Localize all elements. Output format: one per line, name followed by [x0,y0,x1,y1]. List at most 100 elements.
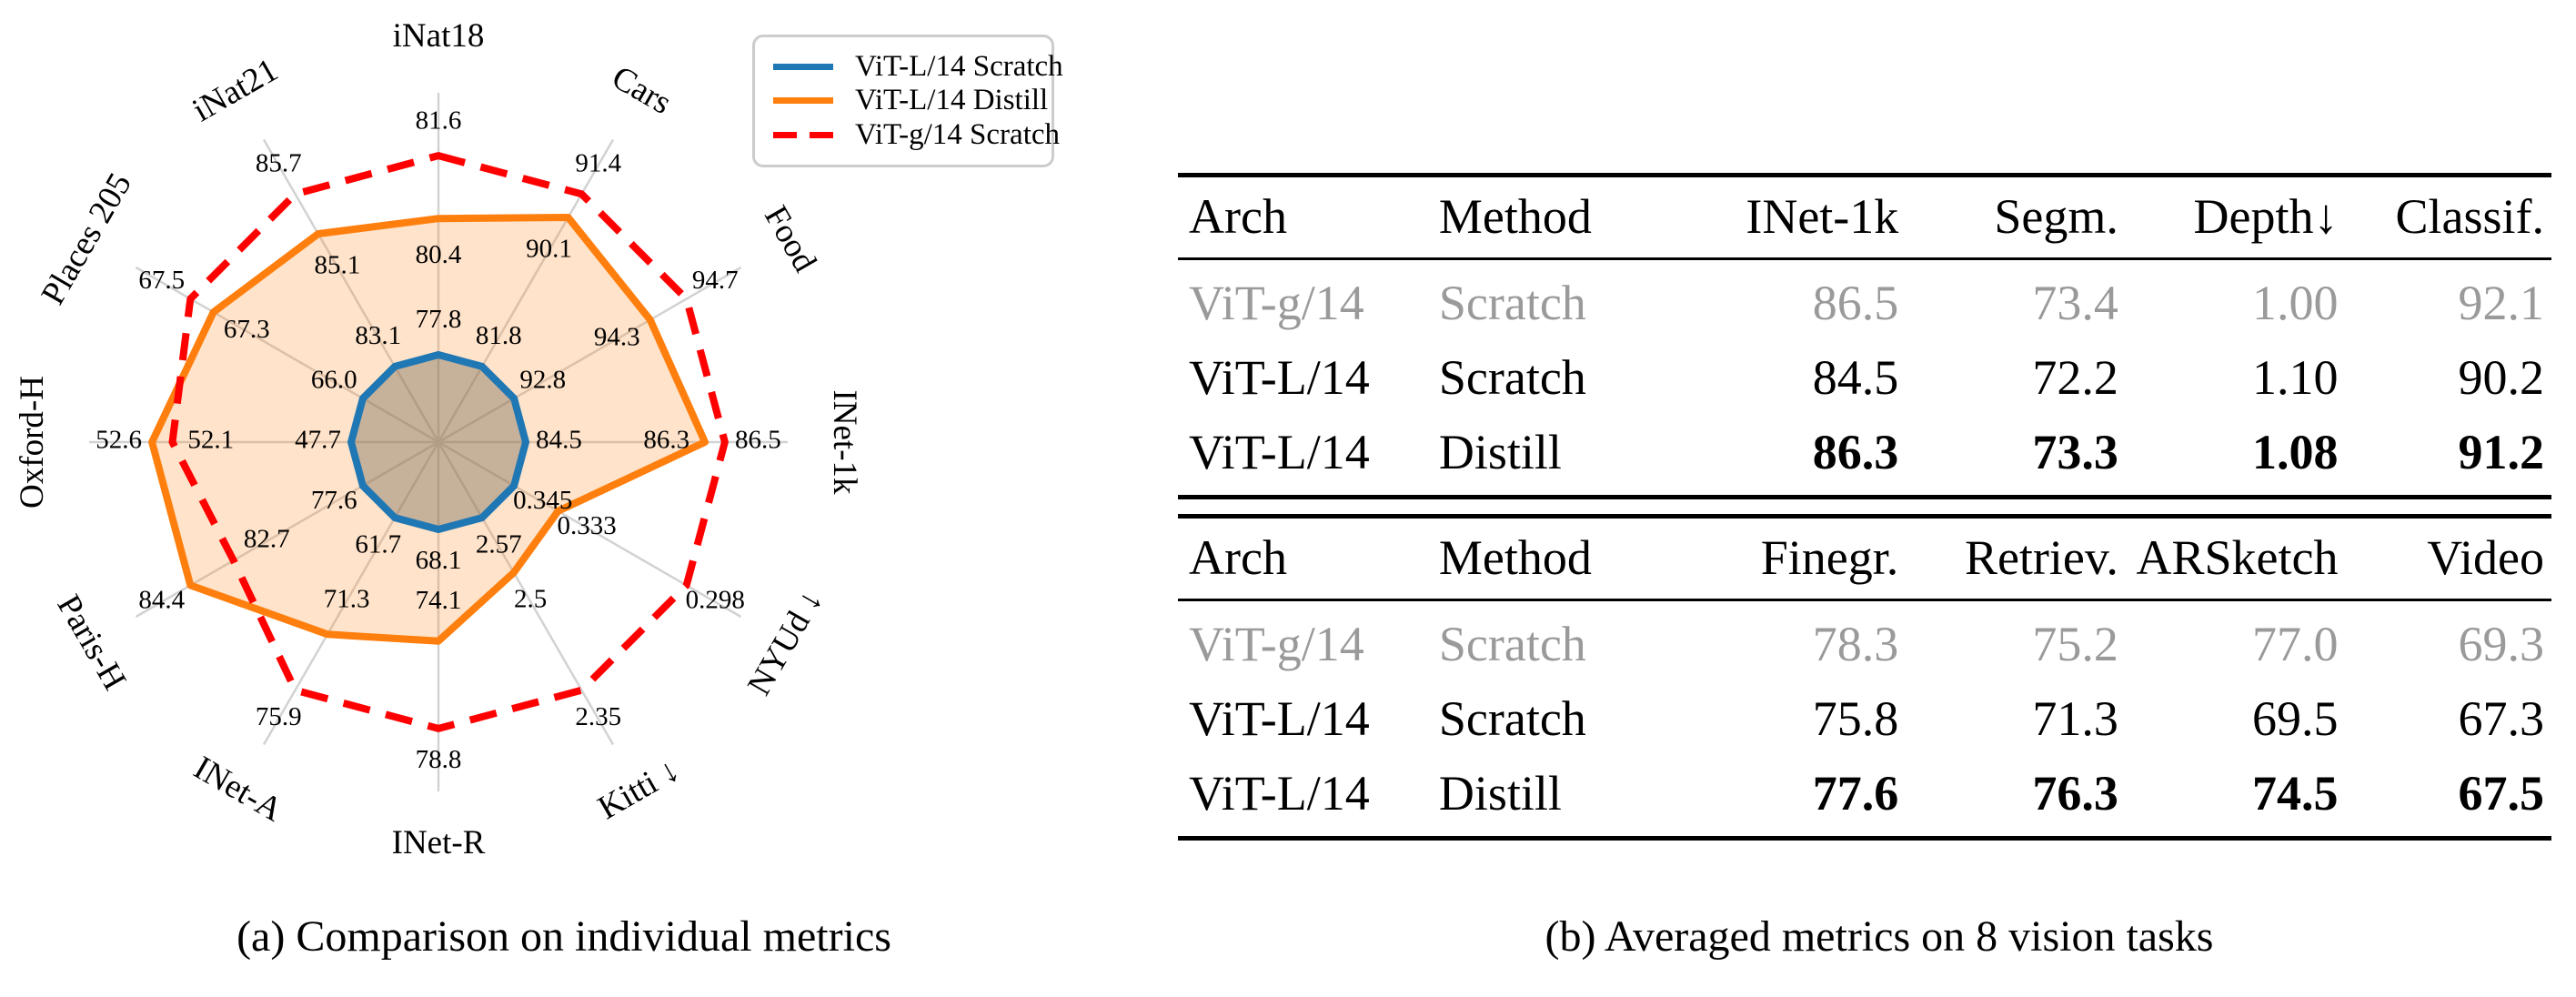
table-cell: 86.5 [1812,276,1899,330]
legend-label: ViT-L/14 Distill [855,84,1049,117]
table-cell: 69.3 [2458,617,2545,671]
table-cell: 72.2 [2032,350,2118,405]
axis-label-inet-r: INet-R [392,824,486,861]
radar-spoke [135,440,439,619]
radar-spoke [437,138,615,443]
table-cell: 71.3 [2032,691,2118,746]
value-label: 71.3 [324,584,370,613]
table-cell: Distill [1438,425,1562,479]
table-row: ViT-L/14 Scratch 75.8 71.3 69.5 67.3 [1178,681,2551,756]
radar-panel: 77.8 81.8 92.8 84.5 0.345 2.57 68.1 61.7 77.6 47.… [0,0,1182,997]
table-cell: 67.3 [2458,691,2545,746]
value-label: 94.7 [692,266,739,295]
table-cell: 73.4 [2032,276,2118,330]
caption-b: (b) Averaged metrics on 8 vision tasks [1545,912,2214,961]
value-label: 83.1 [355,321,401,350]
table-header-cell: Method [1438,175,1686,260]
table-cell: 90.2 [2458,350,2545,405]
value-label: 0.298 [686,585,745,614]
value-label: 52.1 [187,426,234,455]
table-cell: Scratch [1438,617,1586,671]
axis-label-places-205: Places 205 [35,166,139,310]
solid-line-swatch [773,64,833,71]
table-row: ViT-L/14 Distill 77.6 76.3 74.5 67.5 [1178,756,2551,839]
caption-a: (a) Comparison on individual metrics [236,912,891,961]
legend-label: ViT-L/14 Scratch [855,50,1063,84]
table-cell: ViT-L/14 [1189,766,1370,821]
legend-label: ViT-g/14 Scratch [855,117,1061,151]
value-label: 75.9 [256,702,302,731]
value-label: 2.57 [476,529,522,559]
tables-panel: Arch Method INet-1k Segm. Depth↓ Classif. ViT-… [1178,0,2576,997]
table-header-cell: Retriev. [1906,516,2126,601]
value-label: 81.6 [416,106,462,135]
table-row: ViT-L/14 Scratch 84.5 72.2 1.10 90.2 [1178,340,2551,415]
value-label: 81.8 [476,321,522,350]
table-avg-metrics-2: Arch Method Finegr. Retriev. ARSketch Video Vi… [1178,514,2551,841]
value-label: 67.3 [224,315,270,344]
radar-series-vit-g-14-scratch [168,152,729,732]
table-cell: 1.10 [2251,350,2339,405]
table-header-cell: Arch [1178,175,1439,260]
table-cell: ViT-L/14 [1189,350,1370,405]
radar-spoke [135,266,439,444]
value-label: 82.7 [244,525,290,554]
axis-label-inat21: iNat21 [186,51,285,129]
radar-spoke [438,440,742,619]
table-cell: 1.00 [2251,276,2339,330]
table-row: ViT-L/14 Distill 86.3 73.3 1.08 91.2 [1178,415,2551,498]
value-label: 86.5 [735,426,781,455]
table-cell: 69.5 [2251,691,2339,746]
radar-spoke [438,266,742,444]
table-cell: 73.3 [2032,425,2118,479]
value-label: 74.1 [416,586,462,615]
radar-series-vit-l-14-distill [148,214,709,645]
dashed-line-swatch [773,131,833,138]
axis-label-inet-a: INet-A [187,750,288,830]
value-label: 85.1 [315,250,361,279]
radar-value-labels: 77.8 81.8 92.8 84.5 0.345 2.57 68.1 61.7 77.6 47.… [96,106,781,774]
radar-spoke [262,441,440,746]
table-row: ViT-g/14 Scratch 78.3 75.2 77.0 69.3 [1178,600,2551,682]
table-cell: Scratch [1438,691,1586,746]
radar-series-vit-l-14-scratch [347,351,529,533]
axis-label-oxford-h: Oxford-H [14,376,51,509]
value-label: 2.5 [514,585,547,614]
table-header-cell: Method [1438,516,1686,601]
table-cell: Scratch [1438,350,1586,405]
value-label: 67.5 [138,266,185,295]
value-label: 68.1 [416,546,462,575]
value-label: 86.3 [643,426,689,455]
value-label: 80.4 [416,240,462,269]
table-cell: 84.5 [1812,350,1899,405]
table-cell: 92.1 [2458,276,2545,330]
table-header-cell: ARSketch [2125,516,2346,601]
legend-item-2: ViT-g/14 Scratch [773,118,1060,152]
table-cell: 77.6 [1812,766,1899,821]
table-header-cell: Finegr. [1685,516,1907,601]
table-cell: 78.3 [1812,617,1899,671]
value-label: 92.8 [519,365,566,394]
table-cell: 86.3 [1812,425,1899,479]
value-label: 47.7 [295,426,341,455]
table-row: ViT-g/14 Scratch 86.5 73.4 1.00 92.1 [1178,259,2551,341]
table-cell: Scratch [1438,276,1586,330]
radar-spokes [89,93,788,791]
value-label: 90.1 [526,234,572,263]
table-cell: ViT-L/14 [1189,691,1370,746]
axis-label-food: Food [757,199,824,278]
axis-label-inet-1k: INet-1k [826,389,863,495]
table-header-cell: Depth↓ [2125,175,2346,260]
axis-label-cars: Cars [606,59,678,122]
table-cell: 91.2 [2458,425,2545,479]
value-label: 78.8 [416,745,462,774]
table-cell: 75.8 [1812,691,1899,746]
table-header-cell: Segm. [1906,175,2126,260]
table-cell: ViT-g/14 [1189,276,1364,330]
axis-label-kitti-: Kitti ↓ [592,751,686,827]
table-cell: ViT-L/14 [1189,425,1370,479]
value-label: 0.333 [557,511,616,540]
table-cell: 74.5 [2251,766,2339,821]
value-label: 85.7 [256,148,302,177]
value-label: 84.5 [536,426,582,455]
